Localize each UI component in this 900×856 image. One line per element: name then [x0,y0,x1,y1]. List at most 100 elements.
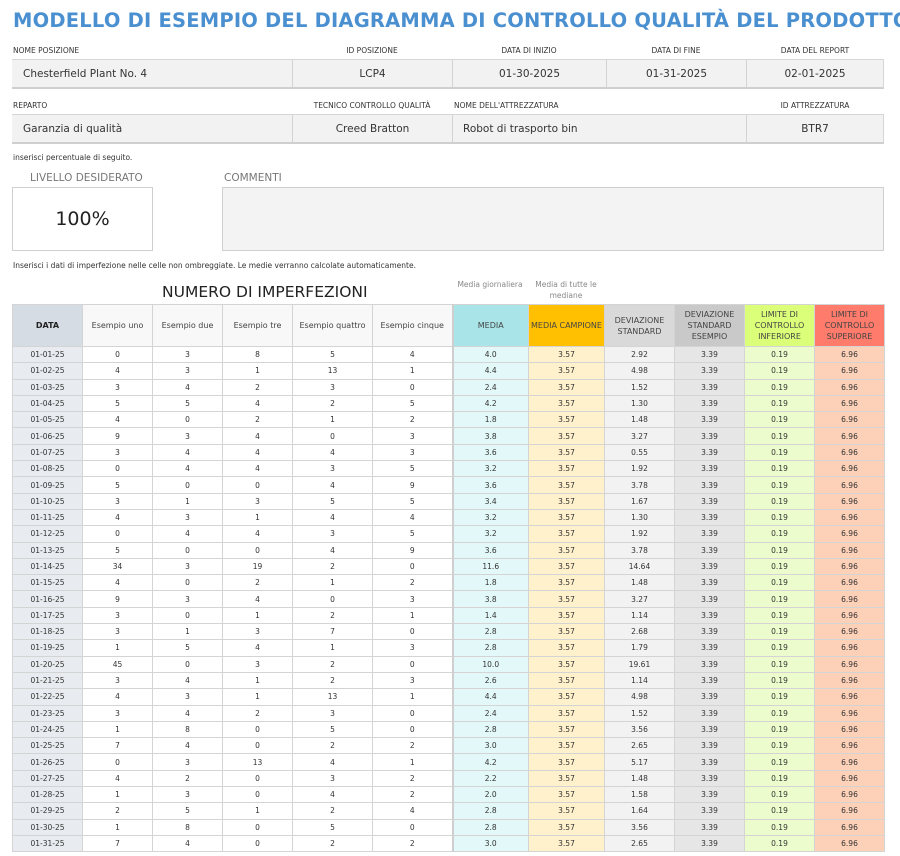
sample-two-cell[interactable]: 3 [152,345,223,364]
sample-five-cell[interactable]: 0 [372,378,453,396]
sample-two-cell[interactable]: 3 [152,508,223,527]
sample-three-cell[interactable]: 1 [222,606,293,625]
sample-two-cell[interactable]: 0 [152,655,223,673]
sample-one-cell[interactable]: 3 [82,492,153,510]
sample-four-cell[interactable]: 3 [292,378,373,396]
sample-one-cell[interactable]: 5 [82,541,153,559]
sample-one-cell[interactable]: 5 [82,476,153,494]
sample-one-cell[interactable]: 7 [82,834,153,853]
sample-three-cell[interactable]: 3 [222,492,293,510]
sample-five-cell[interactable]: 1 [372,362,453,380]
sample-two-cell[interactable]: 0 [152,476,223,494]
sample-three-cell[interactable]: 4 [222,639,293,657]
sample-two-cell[interactable]: 1 [152,623,223,641]
sample-four-cell[interactable]: 4 [292,786,373,804]
sample-four-cell[interactable]: 3 [292,460,373,478]
sample-five-cell[interactable]: 1 [372,606,453,625]
sample-three-cell[interactable]: 0 [222,834,293,853]
sample-one-cell[interactable]: 9 [82,427,153,445]
sample-four-cell[interactable]: 0 [292,590,373,608]
sample-one-cell[interactable]: 4 [82,362,153,380]
sample-five-cell[interactable]: 3 [372,671,453,690]
target-level-input[interactable]: 100% [12,187,153,251]
sample-two-cell[interactable]: 3 [152,688,223,706]
sample-five-cell[interactable]: 2 [372,786,453,804]
sample-one-cell[interactable]: 0 [82,525,153,543]
sample-five-cell[interactable]: 0 [372,818,453,836]
sample-three-cell[interactable]: 0 [222,769,293,788]
sample-three-cell[interactable]: 0 [222,786,293,804]
sample-three-cell[interactable]: 4 [222,460,293,478]
sample-four-cell[interactable]: 3 [292,769,373,788]
sample-one-cell[interactable]: 3 [82,704,153,722]
sample-one-cell[interactable]: 7 [82,737,153,755]
sample-one-cell[interactable]: 4 [82,769,153,788]
sample-four-cell[interactable]: 2 [292,671,373,690]
sample-two-cell[interactable]: 4 [152,443,223,462]
sample-one-cell[interactable]: 45 [82,655,153,673]
sample-one-cell[interactable]: 4 [82,411,153,429]
sample-two-cell[interactable]: 0 [152,411,223,429]
sample-five-cell[interactable]: 3 [372,443,453,462]
sample-four-cell[interactable]: 1 [292,411,373,429]
sample-five-cell[interactable]: 1 [372,688,453,706]
sample-three-cell[interactable]: 0 [222,541,293,559]
sample-five-cell[interactable]: 5 [372,394,453,413]
sample-two-cell[interactable]: 3 [152,590,223,608]
sample-four-cell[interactable]: 4 [292,508,373,527]
sample-four-cell[interactable]: 3 [292,704,373,722]
technician-field[interactable]: Creed Bratton [292,114,452,144]
sample-four-cell[interactable]: 3 [292,525,373,543]
sample-four-cell[interactable]: 13 [292,688,373,706]
sample-five-cell[interactable]: 3 [372,427,453,445]
sample-three-cell[interactable]: 4 [222,525,293,543]
sample-five-cell[interactable]: 2 [372,737,453,755]
sample-four-cell[interactable]: 1 [292,639,373,657]
sample-three-cell[interactable]: 1 [222,508,293,527]
equipment-name-field[interactable]: Robot di trasporto bin [452,114,746,144]
sample-two-cell[interactable]: 4 [152,737,223,755]
sample-two-cell[interactable]: 4 [152,378,223,396]
sample-two-cell[interactable]: 8 [152,720,223,739]
sample-four-cell[interactable]: 5 [292,492,373,510]
sample-four-cell[interactable]: 2 [292,802,373,820]
sample-three-cell[interactable]: 0 [222,476,293,494]
location-name-field[interactable]: Chesterfield Plant No. 4 [12,59,292,89]
sample-three-cell[interactable]: 2 [222,704,293,722]
sample-one-cell[interactable]: 9 [82,590,153,608]
sample-two-cell[interactable]: 3 [152,786,223,804]
sample-two-cell[interactable]: 3 [152,753,223,771]
sample-four-cell[interactable]: 0 [292,427,373,445]
sample-one-cell[interactable]: 1 [82,818,153,836]
sample-five-cell[interactable]: 2 [372,769,453,788]
sample-two-cell[interactable]: 8 [152,818,223,836]
sample-one-cell[interactable]: 2 [82,802,153,820]
sample-five-cell[interactable]: 2 [372,834,453,853]
sample-one-cell[interactable]: 34 [82,557,153,576]
sample-one-cell[interactable]: 4 [82,574,153,592]
sample-five-cell[interactable]: 5 [372,492,453,510]
sample-one-cell[interactable]: 3 [82,443,153,462]
sample-two-cell[interactable]: 5 [152,802,223,820]
sample-three-cell[interactable]: 8 [222,345,293,364]
sample-five-cell[interactable]: 9 [372,541,453,559]
sample-three-cell[interactable]: 4 [222,394,293,413]
comments-input[interactable] [222,187,884,251]
sample-one-cell[interactable]: 3 [82,606,153,625]
sample-five-cell[interactable]: 0 [372,557,453,576]
sample-three-cell[interactable]: 19 [222,557,293,576]
sample-one-cell[interactable]: 3 [82,671,153,690]
sample-five-cell[interactable]: 0 [372,623,453,641]
sample-one-cell[interactable]: 1 [82,786,153,804]
sample-three-cell[interactable]: 1 [222,688,293,706]
sample-four-cell[interactable]: 2 [292,737,373,755]
sample-two-cell[interactable]: 0 [152,574,223,592]
sample-five-cell[interactable]: 4 [372,802,453,820]
sample-four-cell[interactable]: 13 [292,362,373,380]
sample-four-cell[interactable]: 2 [292,394,373,413]
sample-four-cell[interactable]: 4 [292,753,373,771]
end-date-field[interactable]: 01-31-2025 [606,59,746,89]
sample-five-cell[interactable]: 5 [372,525,453,543]
sample-one-cell[interactable]: 3 [82,378,153,396]
sample-three-cell[interactable]: 1 [222,802,293,820]
